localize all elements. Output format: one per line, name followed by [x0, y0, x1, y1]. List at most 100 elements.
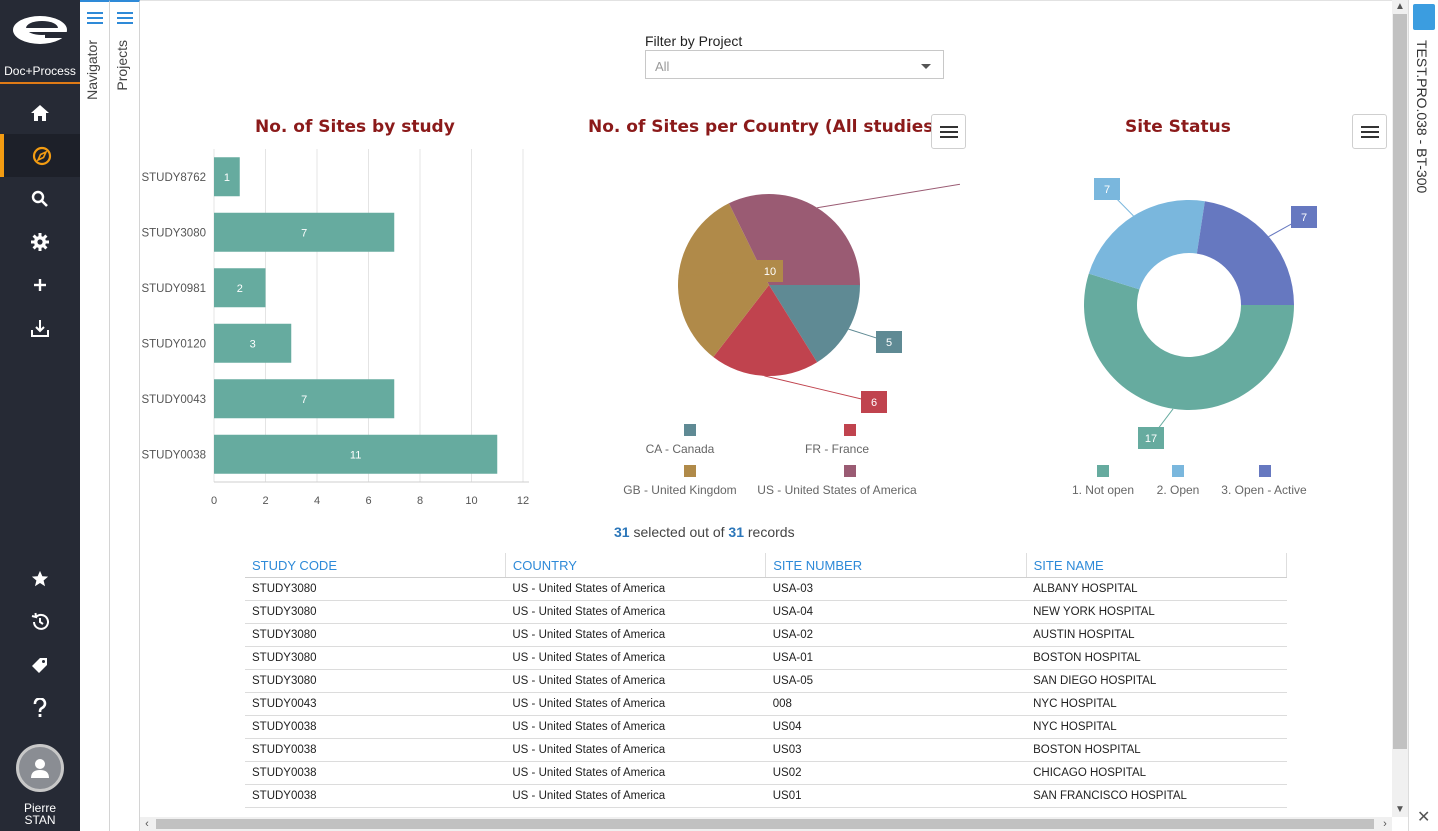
table-row[interactable]: STUDY3080 US - United States of America US…	[245, 646, 1287, 670]
document-icon[interactable]	[1413, 4, 1435, 30]
project-filter-value: All	[655, 59, 670, 74]
legend-swatch[interactable]	[1259, 465, 1271, 477]
bar[interactable]	[214, 379, 395, 419]
tags-button[interactable]	[0, 643, 80, 686]
history-icon	[31, 612, 49, 630]
table-cell: US - United States of America	[505, 669, 766, 693]
donut-slice[interactable]	[1084, 273, 1294, 410]
column-header-site-name[interactable]: SITE NAME	[1026, 553, 1288, 578]
records-summary: 31 selected out of 31 records	[614, 524, 795, 540]
callout-box	[757, 260, 783, 282]
home-button[interactable]	[0, 91, 80, 134]
table-cell: US - United States of America	[505, 761, 766, 785]
scroll-right-icon[interactable]: ›	[1383, 818, 1387, 830]
user-avatar[interactable]	[16, 744, 64, 792]
favorites-button[interactable]	[0, 557, 80, 600]
table-row[interactable]: STUDY3080 US - United States of America US…	[245, 600, 1287, 624]
legend-swatch[interactable]	[844, 465, 856, 477]
search-button[interactable]	[0, 177, 80, 220]
project-filter-select[interactable]: All	[645, 50, 944, 79]
legend-swatch[interactable]	[1172, 465, 1184, 477]
horizontal-scroll-thumb[interactable]	[156, 819, 1374, 829]
legend-swatch[interactable]	[1097, 465, 1109, 477]
app-logo[interactable]: Doc+Process	[0, 0, 80, 84]
pie-chart-menu-button[interactable]	[931, 114, 966, 149]
legend-label: CA - Canada	[646, 442, 715, 456]
table-cell: STUDY3080	[245, 577, 506, 601]
gear-icon	[31, 232, 49, 251]
site-status-donut-chart: 17 7 7 1. Not open 2. Open 3. Open - Active	[1072, 178, 1317, 497]
navigator-label[interactable]: Navigator	[84, 40, 100, 100]
filter-label: Filter by Project	[645, 33, 743, 49]
bar[interactable]	[214, 268, 266, 308]
y-tick-label: STUDY8762	[141, 172, 206, 184]
pie-value-label: 5	[886, 337, 892, 349]
user-last-name: STAN	[24, 813, 56, 827]
bar[interactable]	[214, 434, 498, 474]
history-button[interactable]	[0, 600, 80, 643]
table-cell: USA-01	[765, 646, 1027, 670]
bar-value-label: 11	[350, 449, 361, 461]
table-cell: US - United States of America	[505, 577, 766, 601]
bar[interactable]	[214, 212, 395, 252]
column-header-country[interactable]: COUNTRY	[505, 553, 767, 578]
hamburger-icon[interactable]	[117, 11, 133, 25]
add-button[interactable]	[0, 263, 80, 306]
scroll-left-icon[interactable]: ‹	[145, 818, 149, 830]
navigator-panel[interactable]: Navigator	[80, 0, 110, 831]
horizontal-scrollbar[interactable]: ‹ ›	[140, 817, 1392, 831]
import-button[interactable]	[0, 306, 80, 349]
settings-button[interactable]	[0, 220, 80, 263]
legend-swatch[interactable]	[684, 465, 696, 477]
table-row[interactable]: STUDY3080 US - United States of America US…	[245, 623, 1287, 647]
vertical-scrollbar[interactable]: ▲ ▼	[1392, 0, 1408, 817]
navigator-button[interactable]	[0, 134, 80, 177]
legend-swatch[interactable]	[684, 424, 696, 436]
table-row[interactable]: STUDY0038 US - United States of America US…	[245, 738, 1287, 762]
bar-value-label: 3	[250, 338, 256, 350]
bar[interactable]	[214, 323, 292, 363]
compass-icon	[32, 146, 52, 165]
donut-chart-menu-button[interactable]	[1352, 114, 1387, 149]
donut-value-label: 17	[1145, 433, 1157, 445]
star-icon	[31, 570, 49, 586]
hamburger-icon[interactable]	[87, 11, 103, 25]
pie-slice[interactable]	[713, 285, 818, 376]
donut-slice[interactable]	[1088, 200, 1205, 290]
callout-box	[876, 331, 902, 353]
vertical-scroll-thumb[interactable]	[1393, 14, 1407, 749]
table-row[interactable]: STUDY3080 US - United States of America US…	[245, 577, 1287, 601]
column-header-study-code[interactable]: STUDY CODE	[245, 553, 506, 578]
bar[interactable]	[214, 157, 240, 197]
bar-value-label: 2	[237, 283, 243, 295]
document-panel-title[interactable]: TEST.PRO.038 - BT-300	[1414, 40, 1430, 194]
logo-e-icon	[13, 16, 67, 44]
legend-swatch[interactable]	[844, 424, 856, 436]
user-icon	[31, 759, 49, 778]
scroll-down-icon[interactable]: ▼	[1395, 804, 1405, 815]
scroll-up-icon[interactable]: ▲	[1395, 1, 1405, 12]
column-header-site-number[interactable]: SITE NUMBER	[765, 553, 1027, 578]
table-row[interactable]: STUDY3080 US - United States of America US…	[245, 669, 1287, 693]
pie-slice[interactable]	[678, 203, 769, 357]
pie-slice[interactable]	[769, 285, 860, 363]
projects-panel[interactable]: Projects	[110, 0, 140, 831]
close-icon[interactable]: ✕	[1417, 809, 1431, 826]
table-row[interactable]: STUDY0038 US - United States of America US…	[245, 761, 1287, 785]
donut-slice[interactable]	[1196, 201, 1294, 305]
table-row[interactable]: STUDY0043 US - United States of America 00…	[245, 692, 1287, 716]
table-cell: US04	[765, 715, 1027, 739]
y-tick-label: STUDY0038	[141, 449, 206, 461]
user-first-name: Pierre	[23, 801, 56, 815]
table-cell: STUDY0038	[245, 761, 506, 785]
document-panel: TEST.PRO.038 - BT-300 ✕	[1408, 0, 1438, 831]
table-cell: ALBANY HOSPITAL	[1026, 577, 1287, 601]
x-tick-label: 6	[365, 495, 371, 507]
bar-value-label: 7	[301, 227, 307, 239]
help-button[interactable]	[0, 686, 80, 729]
legend-label: 3. Open - Active	[1221, 483, 1307, 497]
projects-label[interactable]: Projects	[114, 40, 130, 91]
table-cell: BOSTON HOSPITAL	[1026, 646, 1287, 670]
table-row[interactable]: STUDY0038 US - United States of America US…	[245, 715, 1287, 739]
table-row[interactable]: STUDY0038 US - United States of America US…	[245, 784, 1287, 808]
